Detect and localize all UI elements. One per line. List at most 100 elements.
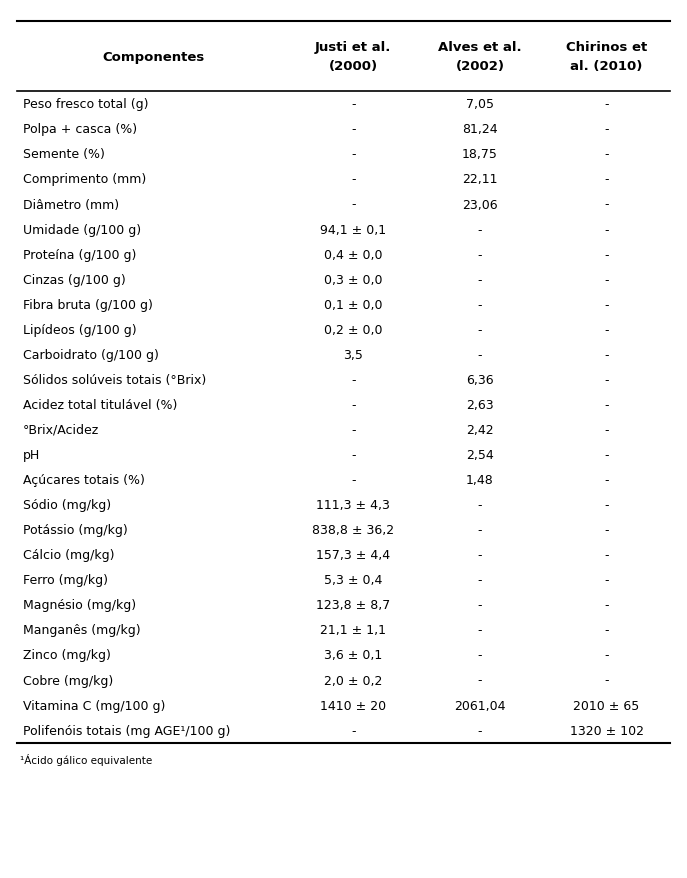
Text: -: -	[605, 499, 609, 512]
Text: 2010 ± 65: 2010 ± 65	[574, 699, 640, 712]
Text: -: -	[605, 173, 609, 186]
Text: Potássio (mg/kg): Potássio (mg/kg)	[23, 523, 127, 536]
Text: -: -	[605, 549, 609, 562]
Text: -: -	[605, 423, 609, 436]
Text: -: -	[351, 123, 356, 136]
Text: -: -	[605, 373, 609, 386]
Text: -: -	[605, 299, 609, 312]
Text: Alves et al.
(2002): Alves et al. (2002)	[438, 41, 521, 73]
Text: Carboidrato (g/100 g): Carboidrato (g/100 g)	[23, 349, 159, 362]
Text: Proteína (g/100 g): Proteína (g/100 g)	[23, 248, 136, 262]
Text: 3,6 ± 0,1: 3,6 ± 0,1	[324, 649, 383, 662]
Text: -: -	[605, 599, 609, 612]
Text: 6,36: 6,36	[466, 373, 494, 386]
Text: -: -	[605, 573, 609, 587]
Text: Sólidos solúveis totais (°Brix): Sólidos solúveis totais (°Brix)	[23, 373, 206, 386]
Text: -: -	[605, 473, 609, 486]
Text: -: -	[351, 373, 356, 386]
Text: -: -	[351, 173, 356, 186]
Text: -: -	[351, 723, 356, 737]
Text: 94,1 ± 0,1: 94,1 ± 0,1	[320, 223, 386, 236]
Text: -: -	[477, 299, 482, 312]
Text: 3,5: 3,5	[344, 349, 363, 362]
Text: -: -	[605, 349, 609, 362]
Text: 1410 ± 20: 1410 ± 20	[320, 699, 386, 712]
Text: -: -	[605, 223, 609, 236]
Text: Cálcio (mg/kg): Cálcio (mg/kg)	[23, 549, 114, 562]
Text: 1320 ± 102: 1320 ± 102	[570, 723, 644, 737]
Text: °Brix/Acidez: °Brix/Acidez	[23, 423, 99, 436]
Text: -: -	[477, 323, 482, 336]
Text: 123,8 ± 8,7: 123,8 ± 8,7	[316, 599, 390, 612]
Text: 18,75: 18,75	[462, 148, 498, 162]
Text: -: -	[605, 623, 609, 637]
Text: 2,54: 2,54	[466, 449, 494, 462]
Text: -: -	[477, 223, 482, 236]
Text: Justi et al.
(2000): Justi et al. (2000)	[315, 41, 392, 73]
Text: -: -	[605, 649, 609, 662]
Text: Lipídeos (g/100 g): Lipídeos (g/100 g)	[23, 323, 136, 336]
Text: 0,4 ± 0,0: 0,4 ± 0,0	[324, 248, 383, 262]
Text: Sódio (mg/kg): Sódio (mg/kg)	[23, 499, 111, 512]
Text: Polpa + casca (%): Polpa + casca (%)	[23, 123, 137, 136]
Text: -: -	[477, 248, 482, 262]
Text: -: -	[477, 523, 482, 536]
Text: Ferro (mg/kg): Ferro (mg/kg)	[23, 573, 108, 587]
Text: Chirinos et
al. (2010): Chirinos et al. (2010)	[566, 41, 647, 73]
Text: -: -	[351, 148, 356, 162]
Text: -: -	[605, 123, 609, 136]
Text: Vitamina C (mg/100 g): Vitamina C (mg/100 g)	[23, 699, 165, 712]
Text: Fibra bruta (g/100 g): Fibra bruta (g/100 g)	[23, 299, 153, 312]
Text: -: -	[605, 323, 609, 336]
Text: -: -	[477, 573, 482, 587]
Text: Polifenóis totais (mg AGE¹/100 g): Polifenóis totais (mg AGE¹/100 g)	[23, 723, 230, 737]
Text: 2061,04: 2061,04	[454, 699, 506, 712]
Text: -: -	[351, 449, 356, 462]
Text: -: -	[477, 723, 482, 737]
Text: 2,42: 2,42	[466, 423, 494, 436]
Text: 7,05: 7,05	[466, 98, 494, 112]
Text: ¹Ácido gálico equivalente: ¹Ácido gálico equivalente	[20, 753, 153, 766]
Text: -: -	[351, 473, 356, 486]
Text: 21,1 ± 1,1: 21,1 ± 1,1	[320, 623, 386, 637]
Text: Acidez total titulável (%): Acidez total titulável (%)	[23, 399, 177, 412]
Text: 111,3 ± 4,3: 111,3 ± 4,3	[316, 499, 390, 512]
Text: 1,48: 1,48	[466, 473, 494, 486]
Text: -: -	[477, 549, 482, 562]
Text: Zinco (mg/kg): Zinco (mg/kg)	[23, 649, 111, 662]
Text: -: -	[477, 673, 482, 687]
Text: 2,0 ± 0,2: 2,0 ± 0,2	[324, 673, 383, 687]
Text: Manganês (mg/kg): Manganês (mg/kg)	[23, 623, 140, 637]
Text: Componentes: Componentes	[102, 51, 205, 63]
Text: Diâmetro (mm): Diâmetro (mm)	[23, 198, 119, 212]
Text: -: -	[477, 499, 482, 512]
Text: -: -	[351, 98, 356, 112]
Text: 0,2 ± 0,0: 0,2 ± 0,0	[324, 323, 383, 336]
Text: 838,8 ± 36,2: 838,8 ± 36,2	[312, 523, 394, 536]
Text: -: -	[605, 98, 609, 112]
Text: -: -	[351, 198, 356, 212]
Text: -: -	[605, 198, 609, 212]
Text: -: -	[605, 523, 609, 536]
Text: -: -	[351, 423, 356, 436]
Text: -: -	[477, 649, 482, 662]
Text: -: -	[351, 399, 356, 412]
Text: -: -	[605, 148, 609, 162]
Text: 157,3 ± 4,4: 157,3 ± 4,4	[316, 549, 390, 562]
Text: Comprimento (mm): Comprimento (mm)	[23, 173, 146, 186]
Text: Umidade (g/100 g): Umidade (g/100 g)	[23, 223, 141, 236]
Text: 23,06: 23,06	[462, 198, 497, 212]
Text: -: -	[605, 248, 609, 262]
Text: 5,3 ± 0,4: 5,3 ± 0,4	[324, 573, 383, 587]
Text: 81,24: 81,24	[462, 123, 497, 136]
Text: Semente (%): Semente (%)	[23, 148, 104, 162]
Text: Cobre (mg/kg): Cobre (mg/kg)	[23, 673, 113, 687]
Text: -: -	[605, 449, 609, 462]
Text: -: -	[605, 673, 609, 687]
Text: 0,1 ± 0,0: 0,1 ± 0,0	[324, 299, 383, 312]
Text: Magnésio (mg/kg): Magnésio (mg/kg)	[23, 599, 136, 612]
Text: -: -	[477, 599, 482, 612]
Text: Cinzas (g/100 g): Cinzas (g/100 g)	[23, 273, 126, 286]
Text: 22,11: 22,11	[462, 173, 497, 186]
Text: -: -	[477, 349, 482, 362]
